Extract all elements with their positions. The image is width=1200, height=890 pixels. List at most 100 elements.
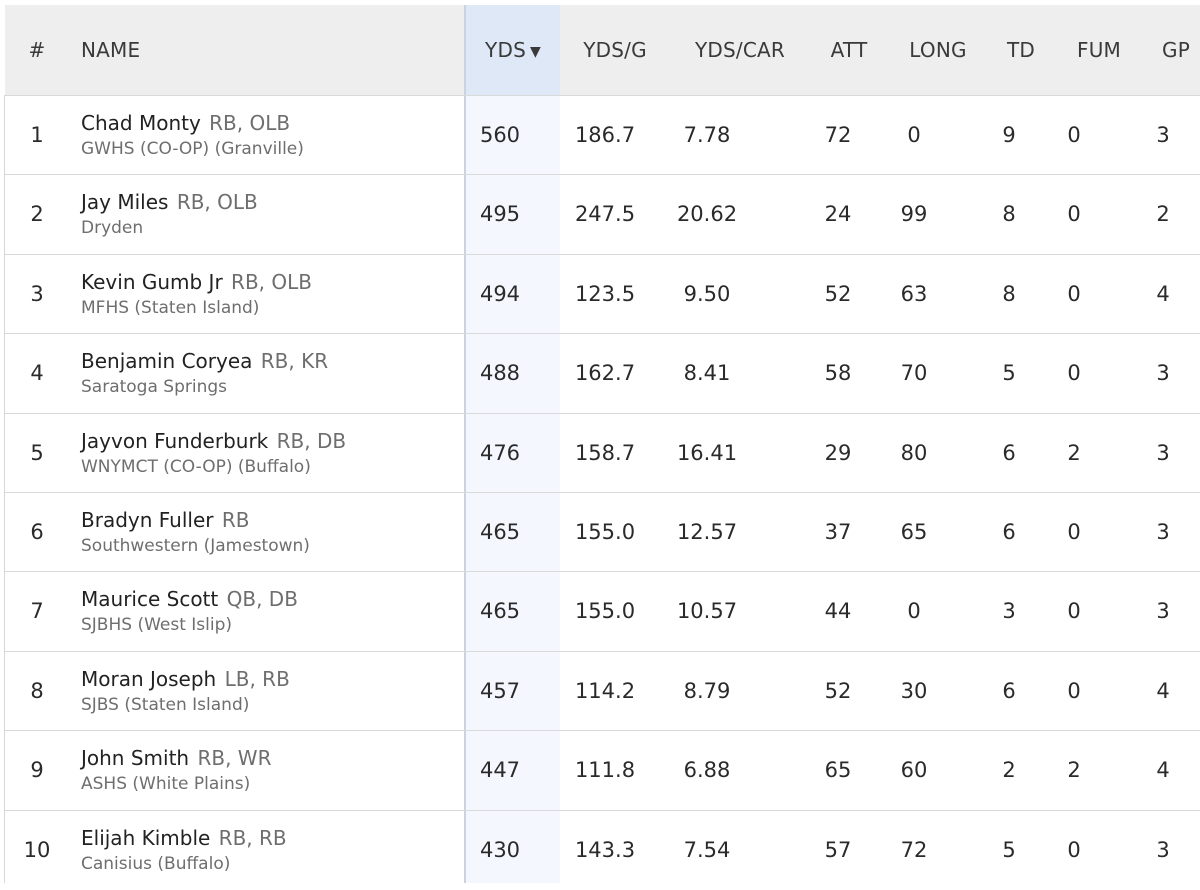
column-header-rank[interactable]: # [28, 38, 46, 62]
column-header-yds[interactable]: YDS ▼ [485, 5, 541, 95]
cell-rank: 3 [30, 281, 44, 306]
column-header-yds-per-carry[interactable]: YDS/CAR [695, 38, 785, 62]
table-row[interactable]: 6 Bradyn Fuller RB Southwestern (Jamestown… [5, 492, 1200, 572]
player-positions: RB, RB [218, 825, 287, 850]
table-row[interactable]: 4 Benjamin Coryea RB, KR Saratoga Springs 4… [5, 333, 1200, 413]
cell-rank: 5 [30, 440, 44, 465]
cell-gp: 2 [1156, 202, 1170, 227]
cell-fum: 2 [1067, 758, 1081, 783]
column-header-td[interactable]: TD [1006, 38, 1036, 62]
player-name-link[interactable]: Kevin Gumb Jr [81, 269, 223, 294]
cell-yds-per-game: 158.7 [574, 440, 636, 465]
player-positions: RB, OLB [231, 269, 312, 294]
cell-long: 72 [900, 837, 928, 862]
cell-yds-per-carry: 12.57 [676, 520, 738, 544]
cell-long: 70 [900, 361, 928, 386]
player-cell: Chad Monty RB, OLB GWHS (CO-OP) (Granvill… [81, 110, 304, 162]
sorted-column-highlight [465, 5, 560, 883]
player-school: MFHS (Staten Island) [81, 297, 260, 318]
cell-yds-per-carry: 7.78 [683, 123, 731, 147]
column-header-fum[interactable]: FUM [1077, 38, 1121, 62]
player-name-link[interactable]: Benjamin Coryea [81, 349, 253, 374]
column-header-att[interactable]: ATT [830, 38, 868, 62]
table-row[interactable]: 7 Maurice Scott QB, DB SJBHS (West Islip) 4… [5, 571, 1200, 651]
player-positions: RB, WR [197, 746, 272, 771]
player-school: SJBS (Staten Island) [81, 694, 250, 715]
cell-gp: 3 [1156, 440, 1170, 465]
cell-long: 0 [907, 123, 921, 147]
cell-td: 2 [1002, 758, 1016, 783]
player-positions: LB, RB [224, 666, 290, 691]
cell-long: 0 [907, 599, 921, 624]
player-positions: RB, DB [276, 428, 347, 453]
player-name-link[interactable]: Jay Miles [81, 190, 169, 215]
cell-yds-per-game: 186.7 [574, 123, 636, 147]
cell-td: 6 [1002, 440, 1016, 465]
cell-yds: 488 [479, 361, 521, 386]
cell-yds-per-carry: 8.41 [683, 361, 731, 386]
player-name-link[interactable]: Moran Joseph [81, 666, 217, 691]
cell-yds-per-game: 155.0 [574, 599, 636, 624]
player-cell: Elijah Kimble RB, RB Canisius (Buffalo) [81, 825, 287, 877]
column-header-yds-per-game[interactable]: YDS/G [583, 38, 647, 62]
cell-gp: 4 [1156, 758, 1170, 783]
column-header-yds-label: YDS [485, 38, 526, 62]
player-name-link[interactable]: Jayvon Funderburk [81, 428, 269, 453]
player-positions: QB, DB [226, 587, 298, 612]
table-row[interactable]: 5 Jayvon Funderburk RB, DB WNYMCT (CO-OP) … [5, 412, 1200, 493]
cell-gp: 4 [1156, 678, 1170, 703]
cell-yds: 430 [479, 837, 521, 862]
cell-yds-per-game: 123.5 [574, 281, 636, 306]
player-name-link[interactable]: John Smith [81, 746, 190, 771]
cell-yds: 457 [479, 678, 521, 703]
player-positions: RB [221, 508, 250, 532]
player-name-link[interactable]: Chad Monty [81, 111, 201, 135]
cell-fum: 0 [1067, 123, 1081, 147]
player-school: Dryden [81, 218, 144, 239]
table-left-border [4, 95, 5, 883]
player-positions: RB, OLB [209, 111, 291, 135]
player-name-link[interactable]: Maurice Scott [81, 587, 219, 612]
cell-yds-per-game: 155.0 [574, 520, 636, 544]
column-header-long[interactable]: LONG [909, 38, 967, 62]
column-header-gp[interactable]: GP [1162, 38, 1190, 62]
cell-fum: 2 [1067, 440, 1081, 465]
cell-att: 52 [824, 281, 852, 306]
player-school: ASHS (White Plains) [81, 774, 251, 795]
table-row[interactable]: 2 Jay Miles RB, OLB Dryden 495 247.5 20.62 24 9… [5, 174, 1200, 254]
cell-yds-per-game: 162.7 [574, 361, 636, 386]
table-row[interactable]: 1 Chad Monty RB, OLB GWHS (CO-OP) (Granvil… [5, 95, 1200, 175]
cell-yds: 495 [479, 202, 521, 227]
cell-rank: 4 [30, 361, 44, 386]
cell-yds-per-carry: 8.79 [683, 678, 731, 703]
table-row[interactable]: 8 Moran Joseph LB, RB SJBS (Staten Island)… [5, 650, 1200, 731]
table-row[interactable]: 9 John Smith RB, WR ASHS (White Plains) 447… [5, 730, 1200, 810]
cell-td: 5 [1002, 361, 1016, 386]
player-positions: RB, KR [260, 349, 329, 374]
cell-gp: 3 [1156, 361, 1170, 386]
player-school: SJBHS (West Islip) [81, 615, 233, 636]
table-row[interactable]: 10 Elijah Kimble RB, RB Canisius (Buffalo)… [5, 809, 1200, 890]
player-school: Saratoga Springs [81, 377, 228, 398]
column-header-name[interactable]: NAME [81, 38, 141, 62]
triangle-down-icon: ▼ [529, 44, 541, 60]
cell-yds: 447 [479, 758, 521, 783]
cell-yds-per-carry: 20.62 [676, 202, 738, 227]
cell-long: 60 [900, 758, 928, 783]
player-school: Canisius (Buffalo) [81, 853, 231, 874]
cell-yds-per-carry: 10.57 [676, 599, 738, 624]
cell-long: 99 [900, 202, 928, 227]
player-name-link[interactable]: Elijah Kimble [81, 825, 211, 850]
table-row[interactable]: 3 Kevin Gumb Jr RB, OLB MFHS (Staten Islan… [5, 253, 1200, 334]
cell-td: 8 [1002, 281, 1016, 306]
player-name-link[interactable]: Bradyn Fuller [81, 508, 214, 532]
player-cell: Moran Joseph LB, RB SJBS (Staten Island) [81, 666, 290, 718]
cell-yds-per-carry: 6.88 [683, 758, 731, 783]
cell-att: 37 [824, 520, 852, 544]
player-school: GWHS (CO-OP) (Granville) [81, 139, 304, 159]
cell-fum: 0 [1067, 599, 1081, 624]
cell-td: 6 [1002, 520, 1016, 544]
column-divider [464, 5, 466, 883]
player-cell: Bradyn Fuller RB Southwestern (Jamestown) [81, 507, 310, 559]
player-school: WNYMCT (CO-OP) (Buffalo) [81, 456, 311, 477]
